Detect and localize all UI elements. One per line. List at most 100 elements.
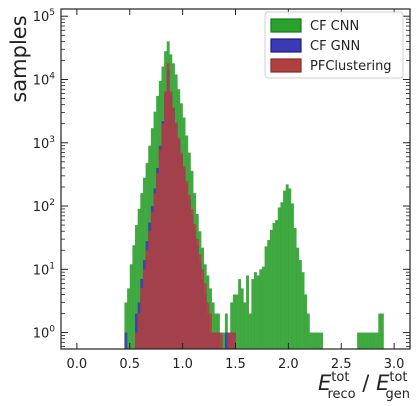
histogram-bar (240, 288, 244, 349)
y-tick-label: 102 (33, 198, 55, 215)
histogram-bar (140, 193, 144, 349)
histogram-bar (169, 91, 173, 349)
histogram-bar (291, 203, 294, 349)
histogram-bar (261, 266, 265, 349)
legend-swatch (270, 58, 302, 73)
histogram-bar (135, 332, 138, 349)
histogram-bar (216, 332, 220, 349)
legend-label: CF GNN (310, 39, 360, 54)
histogram-bar (187, 194, 191, 349)
histogram-bar (135, 225, 138, 349)
y-tick-label: 104 (33, 71, 56, 88)
histogram-bar (232, 294, 236, 349)
histogram-bar (172, 107, 175, 349)
x-tick-label: 1.0 (172, 357, 193, 372)
legend-label: CF CNN (310, 19, 359, 34)
histogram-bar (243, 302, 247, 349)
histogram-bar (288, 188, 292, 349)
histogram-bar (203, 283, 207, 349)
histogram-bar (285, 184, 289, 349)
histogram-bar (232, 332, 236, 349)
histogram-bar (251, 279, 255, 349)
histogram-bar (166, 63, 170, 349)
histogram-bar (142, 269, 146, 349)
histogram-bar (161, 123, 165, 350)
histogram-bar (357, 332, 361, 349)
histogram-bar (264, 246, 268, 349)
y-tick-label: 103 (33, 135, 55, 152)
x-tick-label: 2.5 (331, 357, 352, 372)
histogram-bar (219, 332, 223, 349)
histogram-bar (124, 332, 128, 349)
x-axis: 0.0 0.5 1.0 1.5 2.0 2.5 3.0 (67, 9, 404, 372)
histogram-bar (182, 166, 186, 349)
histogram-bar (156, 173, 160, 349)
histogram-bar (158, 149, 162, 349)
histogram-bar (214, 313, 218, 349)
histogram-bar (235, 294, 239, 349)
x-tick-label: 0.5 (119, 357, 140, 372)
histogram-bar (370, 332, 374, 349)
histogram-bar (174, 122, 178, 350)
histogram-bar (195, 239, 199, 349)
histogram-bars (124, 41, 384, 350)
histogram-bar (148, 231, 152, 349)
histogram-bar (177, 137, 181, 349)
histogram-bar (198, 254, 202, 349)
histogram-bar (238, 279, 242, 349)
legend-swatch (270, 18, 302, 33)
histogram-bar (140, 288, 144, 349)
histogram-bar (150, 212, 154, 349)
histogram-bar (317, 332, 321, 349)
histogram-bar (201, 269, 205, 349)
histogram-bar (248, 313, 252, 349)
histogram-bar (230, 302, 234, 349)
histogram-bar (304, 294, 308, 349)
series-pfclustering (135, 63, 236, 350)
histogram-bar (246, 275, 249, 349)
histogram-bar (153, 193, 157, 349)
histogram-bar (214, 332, 218, 349)
histogram-bar (211, 302, 215, 349)
y-tick-label: 100 (33, 325, 56, 342)
histogram-bar (259, 269, 263, 349)
histogram-bar (380, 313, 384, 349)
histogram-bar (193, 224, 197, 349)
histogram-bar (269, 229, 273, 349)
histogram-bar (309, 332, 313, 349)
histogram-bar (124, 302, 128, 349)
x-axis-label: Etot reco / Etot gen (318, 370, 410, 402)
histogram-bar (254, 272, 257, 349)
x-tick-label: 2.0 (278, 357, 299, 372)
histogram-bar (227, 332, 231, 349)
histogram-bar (209, 313, 212, 349)
histogram-bar (365, 332, 368, 349)
legend: CF CNN CF GNN PFClustering (264, 11, 404, 79)
histogram-bar (129, 264, 133, 349)
histogram-bar (275, 220, 279, 349)
legend-label: PFClustering (310, 59, 392, 74)
histogram-bar (127, 288, 130, 349)
y-tick-label: 101 (33, 261, 55, 278)
histogram-bar (206, 302, 210, 349)
histogram-bar (312, 332, 316, 349)
histogram-bar (256, 275, 260, 349)
histogram-bar (296, 247, 300, 349)
histogram-bar (137, 208, 141, 349)
histogram-bar (135, 313, 138, 349)
histogram-bar (224, 313, 228, 349)
histogram-bar (272, 222, 276, 349)
histogram-bar (230, 332, 234, 349)
histogram-bar (314, 332, 318, 349)
histogram-bar (283, 190, 286, 349)
histogram-bar (298, 260, 302, 349)
histogram-bar (224, 332, 228, 349)
histogram-bar (179, 152, 183, 349)
histogram-bar (359, 332, 363, 349)
histogram-bar (145, 250, 149, 349)
x-tick-label: 0.0 (67, 357, 88, 372)
histogram-bar (306, 313, 310, 349)
histogram-bar (378, 313, 382, 349)
histogram-bar (190, 208, 194, 349)
